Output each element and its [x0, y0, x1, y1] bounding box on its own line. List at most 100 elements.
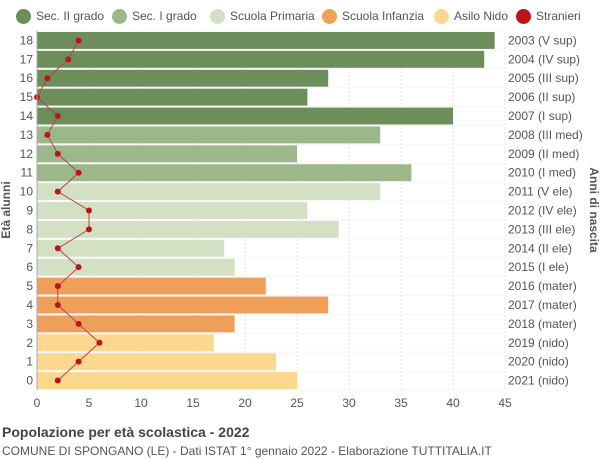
chart-title: Popolazione per età scolastica - 2022 [2, 424, 250, 440]
bar [37, 372, 297, 389]
stranieri-point [65, 56, 72, 63]
stranieri-point [75, 169, 82, 176]
bar [37, 145, 297, 163]
y-tick-label-year: 2005 (III sup) [508, 71, 579, 85]
y-tick-label-year: 2009 (II med) [508, 147, 579, 161]
legend-item-scuola-primaria: Scuola Primaria [210, 4, 315, 28]
x-tick-label: 5 [86, 396, 93, 410]
y-tick-label-age: 9 [26, 204, 33, 218]
y-tick-label-age: 18 [20, 33, 34, 47]
bar [37, 258, 235, 276]
legend-label: Scuola Infanzia [342, 9, 425, 23]
x-tick-label: 30 [342, 396, 356, 410]
y-tick-label-age: 0 [26, 374, 33, 388]
y-tick-label-age: 11 [21, 166, 34, 180]
x-tick-label: 45 [498, 396, 512, 410]
legend-swatch [434, 8, 449, 24]
legend-label: Scuola Primaria [230, 9, 315, 23]
y-tick-label-age: 2 [26, 336, 33, 350]
y-tick-label-year: 2018 (mater) [508, 317, 577, 331]
bar [37, 202, 308, 219]
y-axis-label-left: Età alunni [0, 181, 13, 238]
bar [37, 164, 412, 182]
y-tick-label-year: 2020 (nido) [508, 355, 569, 369]
stranieri-point [54, 301, 61, 308]
y-tick-label-year: 2021 (nido) [508, 374, 569, 388]
y-axis-label-right: Anni di nascita [587, 167, 600, 253]
legend-swatch [112, 8, 127, 24]
y-tick-label-age: 1 [26, 355, 33, 369]
y-tick-label-year: 2007 (I sup) [508, 109, 572, 123]
bars [37, 32, 495, 389]
bar [37, 277, 266, 295]
y-tick-label-year: 2014 (II ele) [508, 241, 572, 255]
legend-swatch [16, 8, 31, 24]
x-tick-label: 35 [394, 396, 408, 410]
y-tick-label-year: 2015 (I ele) [508, 260, 569, 274]
y-tick-label-age: 3 [26, 317, 33, 331]
y-tick-label-age: 7 [26, 241, 33, 255]
legend-item-sec-ii-grado: Sec. II grado [16, 4, 104, 28]
bar [37, 220, 339, 238]
bar [37, 315, 235, 333]
y-tick-label-age: 16 [20, 71, 34, 85]
grid-lines [36, 30, 506, 391]
stranieri-point [75, 37, 82, 44]
stranieri-point [86, 207, 92, 214]
legend-swatch [210, 8, 225, 24]
legend-item-stranieri: Stranieri [516, 4, 581, 28]
stranieri-point [54, 150, 61, 157]
y-tick-label-year: 2013 (III ele) [508, 222, 575, 236]
legend-swatch [516, 8, 531, 24]
y-tick-label-year: 2016 (mater) [508, 279, 577, 293]
x-tick-label: 15 [186, 396, 200, 410]
bar [37, 353, 277, 371]
y-tick-label-year: 2019 (nido) [508, 336, 569, 350]
bar [37, 334, 214, 352]
y-tick-label-year: 2003 (V sup) [508, 33, 577, 47]
x-tick-label: 0 [34, 396, 41, 410]
bar [37, 296, 329, 314]
legend-swatch [322, 8, 337, 24]
y-tick-label-age: 8 [26, 222, 33, 236]
y-tick-label-year: 2004 (IV sup) [508, 52, 580, 66]
bar [37, 69, 329, 87]
x-tick-label: 25 [290, 396, 304, 410]
y-tick-label-year: 2017 (mater) [508, 298, 577, 312]
x-tick-label: 20 [238, 396, 252, 410]
x-tick-label: 40 [446, 396, 460, 410]
stranieri-point [54, 188, 61, 195]
legend-item-asilo-nido: Asilo Nido [434, 4, 508, 28]
bar [37, 183, 381, 201]
y-tick-label-age: 10 [20, 185, 34, 199]
legend-label: Sec. II grado [36, 9, 105, 23]
stranieri-point [86, 226, 92, 233]
legend-label: Sec. I grado [132, 9, 197, 23]
stranieri-point [44, 131, 51, 138]
stranieri-point [54, 113, 61, 120]
x-tick-label: 10 [134, 396, 148, 410]
bar [37, 126, 381, 144]
y-tick-label-year: 2006 (II sup) [508, 90, 575, 104]
y-tick-label-age: 4 [26, 298, 33, 312]
bar [37, 239, 225, 257]
legend: Sec. II grado Sec. I grado Scuola Primar… [0, 4, 600, 28]
stranieri-point [44, 75, 51, 82]
stranieri-point [54, 377, 61, 384]
y-tick-label-age: 12 [20, 147, 34, 161]
bar [37, 88, 308, 106]
y-tick-label-age: 13 [20, 128, 34, 142]
stranieri-point [75, 264, 82, 271]
y-tick-label-year: 2011 (V ele) [508, 185, 572, 199]
stranieri-point [75, 358, 82, 365]
bar [37, 50, 485, 68]
y-tick-label-age: 17 [20, 52, 34, 66]
bar [37, 107, 453, 125]
y-tick-label-year: 2012 (IV ele) [508, 204, 577, 218]
legend-label: Stranieri [536, 9, 581, 23]
stranieri-point [54, 283, 61, 290]
y-tick-label-age: 15 [20, 90, 34, 104]
legend-item-sec-i-grado: Sec. I grado [112, 4, 197, 28]
